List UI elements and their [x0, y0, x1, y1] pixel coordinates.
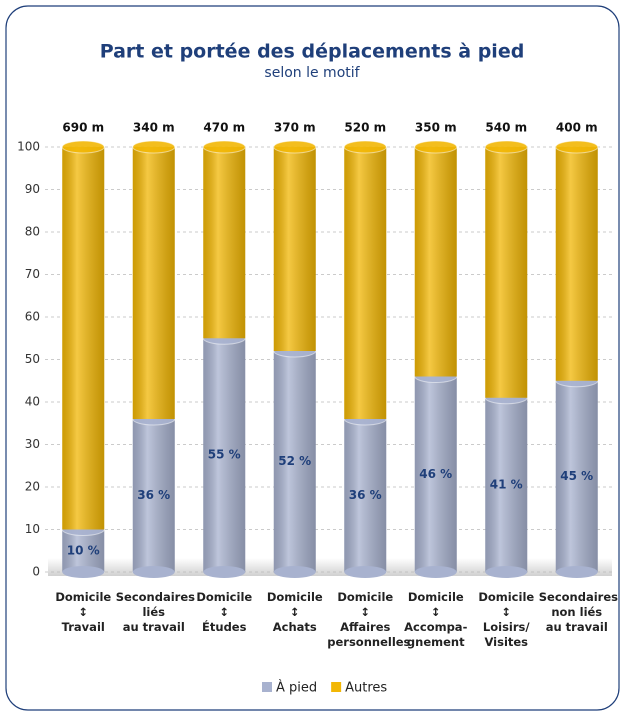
bar-shade [555, 380, 598, 572]
bar-cap [61, 140, 105, 154]
bar-cap [484, 140, 528, 154]
distance-label: 540 m [485, 121, 527, 135]
bar-shade [273, 147, 316, 351]
value-label: 10 % [67, 543, 100, 557]
distance-label: 340 m [133, 121, 175, 135]
x-tick-label: Domicile ↕ Achats [266, 590, 323, 634]
bar-shade [203, 147, 246, 339]
y-tick-label: 50 [25, 352, 40, 366]
x-tick-label: Domicile ↕ Affaires personnelles [327, 590, 411, 649]
y-tick-label: 70 [25, 267, 40, 281]
value-label: 36 % [137, 488, 170, 502]
bar-shade [555, 147, 598, 381]
distance-label: 470 m [203, 121, 245, 135]
value-label: 36 % [349, 488, 382, 502]
x-tick-label: Secondaires liés au travail [115, 590, 195, 634]
distance-label: 520 m [344, 121, 386, 135]
legend-swatch [262, 682, 272, 692]
distance-label: 690 m [62, 121, 104, 135]
legend-label: À pied [276, 680, 317, 696]
bar-shade [414, 147, 457, 377]
legend-label: Autres [345, 681, 387, 696]
bar-shade [485, 147, 528, 398]
bar-base [62, 566, 105, 578]
bar-cap [555, 140, 599, 154]
y-tick-label: 30 [25, 437, 40, 451]
bar-cap [202, 140, 246, 154]
y-tick-label: 60 [25, 310, 40, 324]
bar-base [344, 566, 387, 578]
bar-base [555, 566, 598, 578]
bar-base [273, 566, 316, 578]
bar-shade [132, 419, 175, 572]
x-tick-label: Secondaires non liés au travail [538, 590, 618, 634]
x-tick-label: Domicile ↕ Accompa- gnement [404, 590, 468, 649]
bar-shade [485, 397, 528, 572]
bar-shade [62, 529, 105, 572]
bar-base [414, 566, 457, 578]
y-tick-label: 90 [25, 182, 40, 196]
distance-label: 370 m [274, 121, 316, 135]
value-label: 41 % [490, 477, 523, 491]
x-tick-label: Domicile ↕ Loisirs/ Visites [478, 590, 535, 649]
bar-shade [62, 147, 105, 530]
distance-label: 400 m [556, 121, 598, 135]
x-tick-label: Domicile ↕ Études [196, 590, 253, 634]
value-label: 45 % [560, 469, 593, 483]
chart-title: Part et portée des déplacements à pied [100, 41, 525, 63]
y-tick-label: 0 [32, 565, 40, 579]
value-label: 52 % [278, 454, 311, 468]
bar-shade [273, 351, 316, 572]
bar-shade [344, 419, 387, 572]
legend-swatch [331, 682, 342, 692]
y-tick-label: 10 [25, 522, 40, 536]
bar-shade [203, 338, 246, 572]
value-label: 55 % [208, 448, 241, 462]
bar-cap [132, 140, 176, 154]
bar-cap [273, 140, 317, 154]
value-label: 46 % [419, 467, 452, 481]
x-tick-label: Domicile ↕ Travail [55, 590, 112, 634]
y-tick-label: 40 [25, 395, 40, 409]
y-tick-label: 80 [25, 225, 40, 239]
bar-base [485, 566, 528, 578]
bar-shade [344, 147, 387, 419]
y-tick-label: 100 [17, 140, 40, 154]
chart-subtitle: selon le motif [264, 65, 360, 81]
bar-cap [343, 140, 387, 154]
bar-base [203, 566, 246, 578]
bar-cap [414, 140, 458, 154]
distance-label: 350 m [415, 121, 457, 135]
bar-shade [414, 376, 457, 572]
bar-shade [132, 147, 175, 419]
floor [48, 558, 612, 576]
bar-base [132, 566, 175, 578]
y-tick-label: 20 [25, 480, 40, 494]
